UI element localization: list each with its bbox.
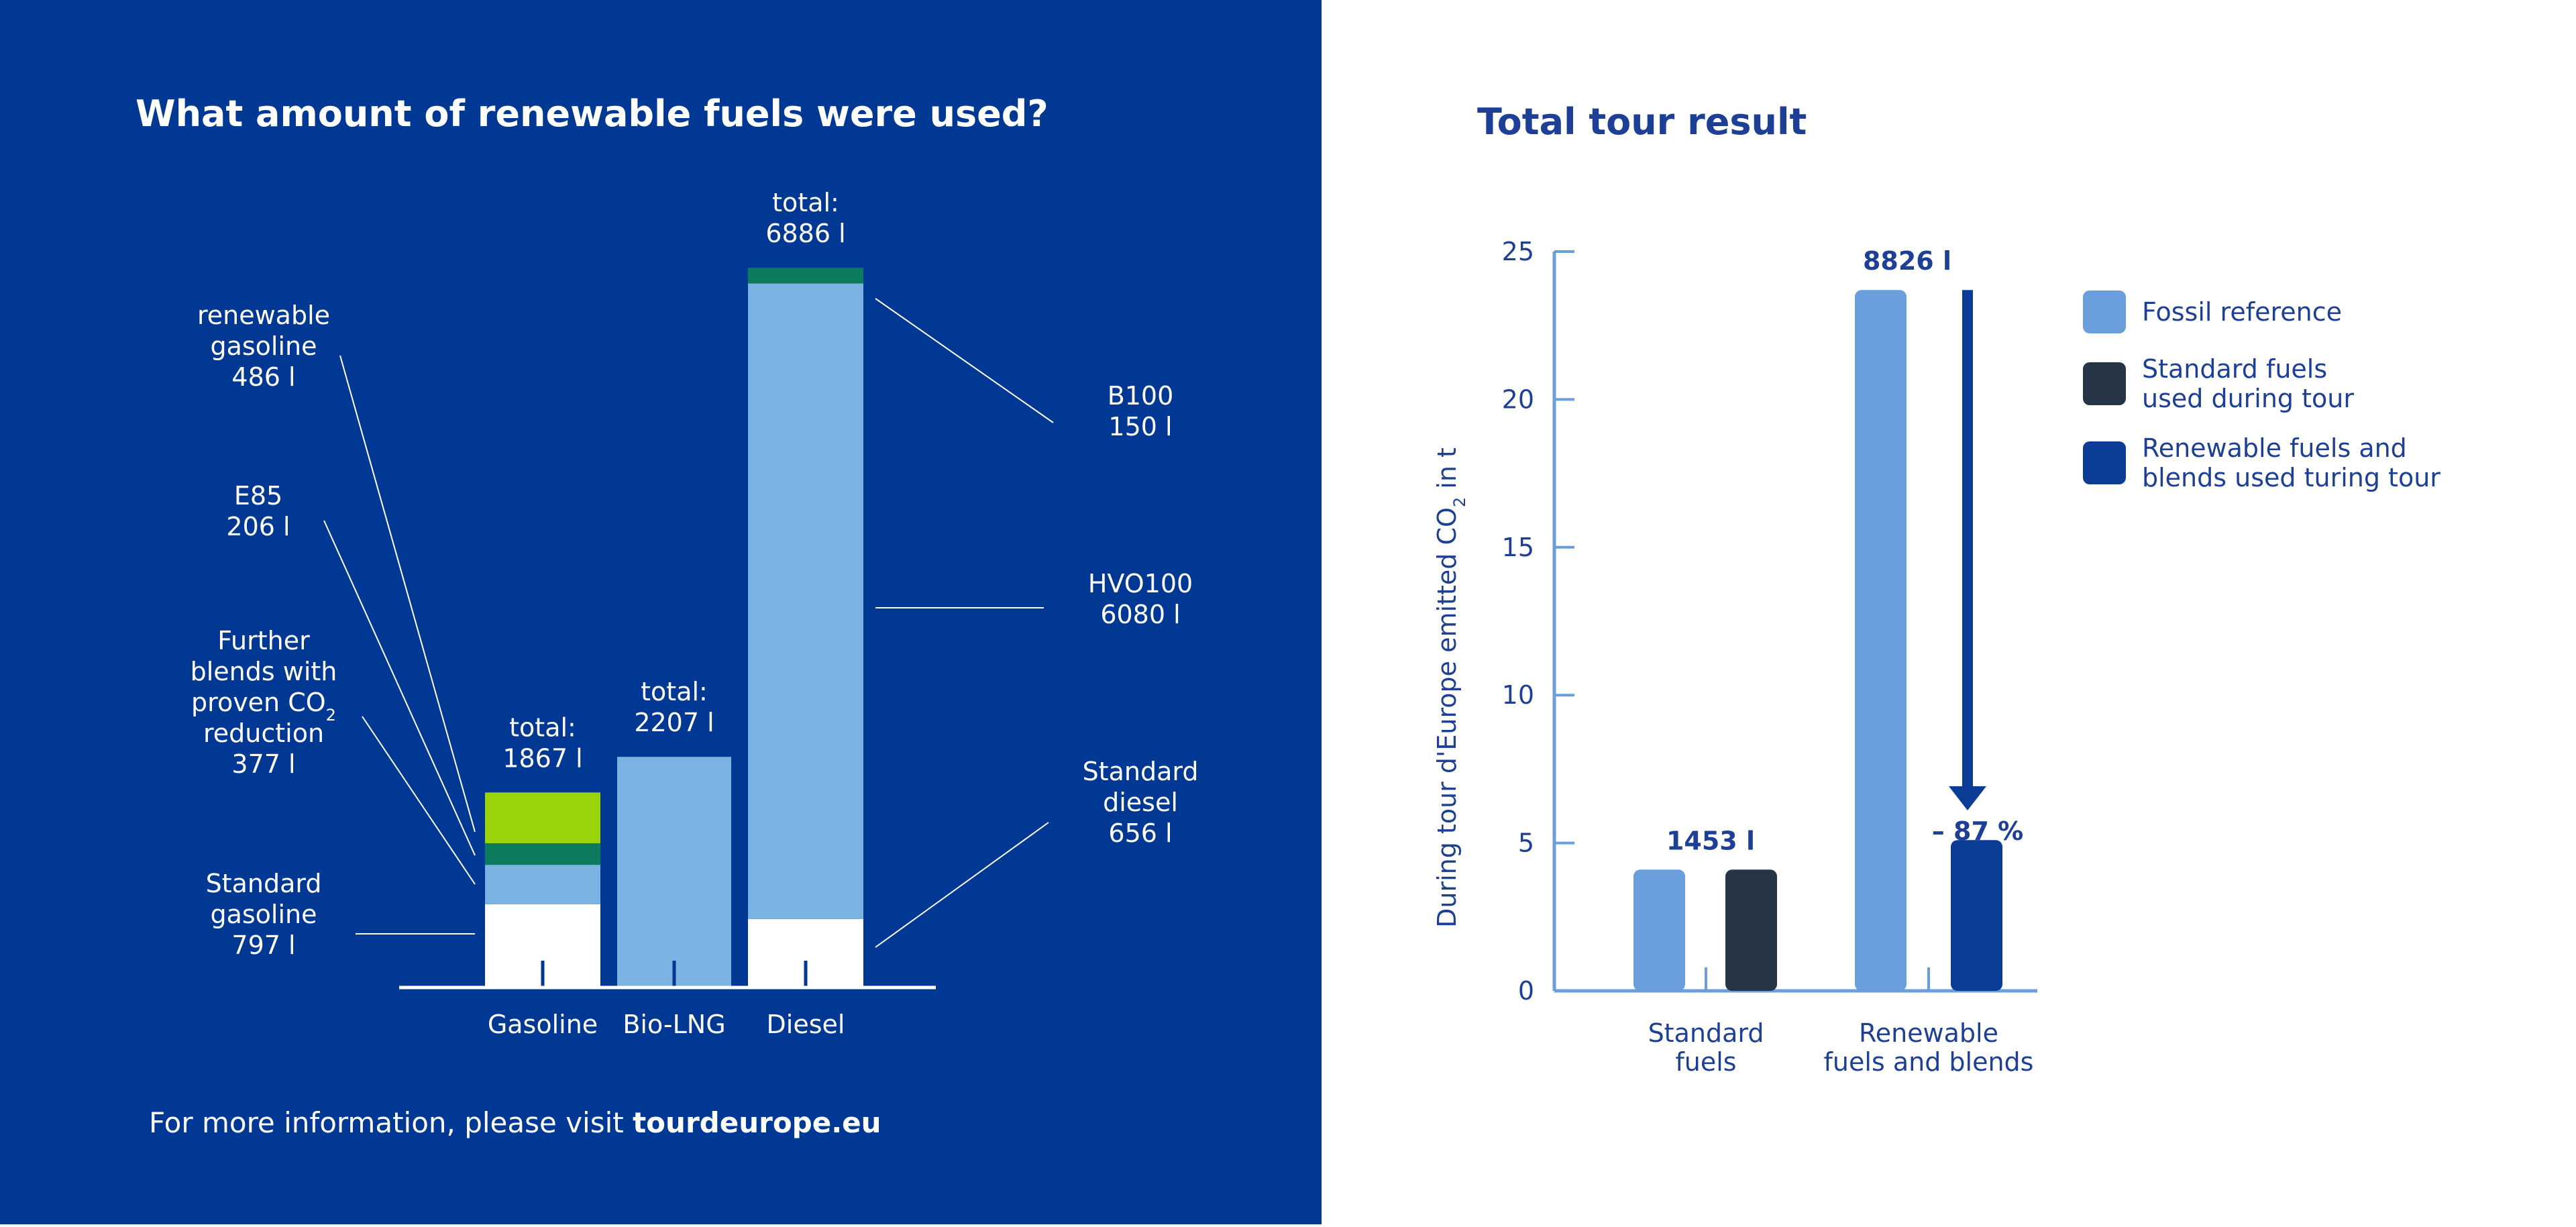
right-title: Total tour result: [1477, 101, 1807, 143]
y-tick-label-4: 15: [1502, 533, 1534, 562]
annotation-6-line-1: Standard: [1083, 757, 1199, 786]
bar-segment-2: [485, 865, 600, 904]
y-tick-label-3: 10: [1502, 680, 1534, 710]
legend-label-3-line-2: blends used turing tour: [2142, 463, 2440, 492]
annotation-4-line-2: gasoline: [210, 331, 317, 361]
left-panel: What amount of renewable fuels were used…: [0, 0, 1322, 1224]
stacked-fuel-chart: What amount of renewable fuels were used…: [0, 0, 1322, 1224]
legend-label-1-line-1: Fossil reference: [2142, 297, 2342, 327]
left-background: [0, 0, 1322, 1224]
tour-result-chart: Total tour result 0 5 10 15 20 25 During tour …: [1432, 101, 2440, 1077]
y-tick-label-1: 0: [1518, 976, 1534, 1006]
annotation-2-line-1: Further: [217, 626, 310, 655]
y-axis-label: During tour d'Europe emitted CO2 in t: [1432, 447, 1469, 928]
y-axis-label-subscript: 2: [1450, 497, 1469, 507]
bar-segment-3: [485, 843, 600, 865]
legend-swatch-3: [2083, 441, 2126, 484]
annotation-4-line-1: renewable: [197, 301, 330, 330]
category-2-line-2: fuels and blends: [1824, 1047, 2034, 1077]
annotation-2-line-5: 377 l: [231, 749, 295, 779]
right-chart-layer: 0 5 10 15 20 25 During tour d'Europe emitted C…: [1432, 237, 2440, 1077]
leader-line-6: [875, 822, 1049, 948]
annotation-2-line-2: blends with: [191, 657, 337, 686]
legend-swatch-2: [2083, 362, 2126, 405]
y-tick-label-6: 25: [1502, 237, 1534, 266]
y-axis-label-unit: in t: [1432, 447, 1462, 497]
bar-segment-8: [748, 268, 863, 284]
category-label-1: Gasoline: [488, 1010, 598, 1039]
legend-swatch-1: [2083, 290, 2126, 333]
footer-prefix: For more information, please visit: [149, 1106, 633, 1139]
y-tick-label-5: 20: [1502, 384, 1534, 414]
footer-link[interactable]: tourdeurope.eu: [633, 1106, 881, 1139]
total-prefix-3: total:: [772, 188, 839, 217]
annotation-1-line-1: Standard: [206, 869, 322, 898]
reduction-arrow-shaft: [1962, 290, 1973, 789]
y-axis-label-main: During tour d'Europe emitted CO: [1432, 507, 1462, 928]
category-2-line-1: Renewable: [1859, 1018, 1998, 1048]
annotation-6-line-2: diesel: [1103, 788, 1178, 817]
category-label-2: Bio-LNG: [623, 1010, 725, 1039]
annotation-7-line-2: 6080 l: [1100, 600, 1180, 629]
annotation-3-line-2: 206 l: [226, 512, 290, 541]
total-prefix-2: total:: [641, 677, 708, 706]
leader-line-3: [323, 520, 476, 856]
bar-2-series-3: [1951, 840, 2002, 991]
legend-label-2-line-2: used during tour: [2142, 384, 2354, 413]
leader-line-2: [362, 716, 476, 885]
right-panel: Total tour result 0 5 10 15 20 25 During tour …: [1322, 0, 2576, 1224]
reduction-arrow-head: [1949, 786, 1986, 810]
bar-segment-5: [617, 757, 731, 988]
category-1-line-1: Standard: [1648, 1018, 1764, 1048]
legend-label-3-line-1: Renewable fuels and: [2142, 433, 2407, 463]
annotation-8-line-2: 150 l: [1108, 412, 1172, 441]
legend-label-2-line-1: Standard fuels: [2142, 354, 2327, 384]
bar-2-series-1: [1855, 290, 1907, 992]
bar-segment-7: [748, 283, 863, 919]
footer-text: For more information, please visit tourd…: [149, 1106, 881, 1139]
annotation-1-line-2: gasoline: [210, 900, 317, 929]
bar-1-series-2: [1725, 869, 1777, 991]
annotation-8-line-1: B100: [1108, 381, 1174, 411]
total-value-2: 2207 l: [634, 708, 714, 737]
top-label-renewable-fuels: 8826 l: [1863, 246, 1951, 276]
category-1-line-2: fuels: [1675, 1047, 1736, 1077]
reduction-label: – 87 %: [1932, 816, 2023, 846]
annotation-6-line-3: 656 l: [1108, 818, 1172, 848]
bar-segment-4: [485, 792, 600, 843]
total-value-3: 6886 l: [765, 219, 845, 248]
total-prefix-1: total:: [509, 712, 576, 742]
bar-1-series-1: [1633, 869, 1685, 991]
total-value-1: 1867 l: [502, 743, 582, 773]
annotation-1-line-3: 797 l: [231, 930, 295, 960]
annotation-4-line-3: 486 l: [231, 362, 295, 392]
left-title: What amount of renewable fuels were used…: [136, 93, 1049, 135]
annotation-2-line-4: reduction: [203, 718, 324, 748]
category-label-3: Diesel: [767, 1010, 845, 1039]
annotation-7-line-1: HVO100: [1088, 569, 1193, 598]
annotation-3-line-1: E85: [234, 481, 282, 511]
y-tick-label-2: 5: [1518, 829, 1534, 858]
leader-line-4: [339, 355, 476, 833]
co2-subscript: 2: [326, 706, 336, 725]
top-label-standard-fuels: 1453 l: [1666, 826, 1755, 855]
leader-line-8: [875, 298, 1054, 423]
